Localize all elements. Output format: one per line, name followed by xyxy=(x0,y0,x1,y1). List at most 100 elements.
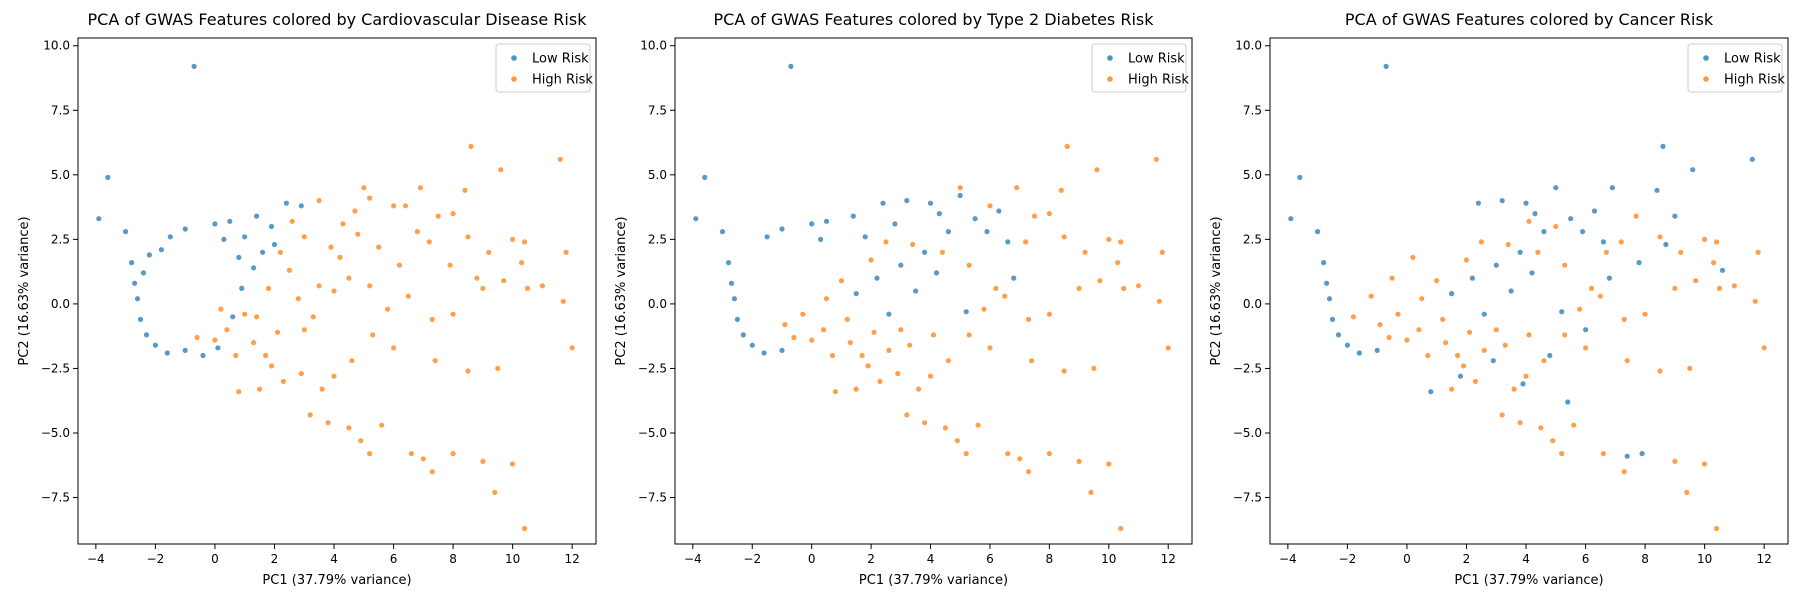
x-tick-label: 12 xyxy=(565,552,580,566)
data-point xyxy=(277,249,283,255)
legend: Low Risk High Risk xyxy=(495,43,593,93)
data-point xyxy=(1523,373,1529,379)
data-point xyxy=(1636,260,1642,266)
data-point xyxy=(1404,337,1410,343)
chart-title: PCA of GWAS Features colored by Cardiova… xyxy=(88,10,588,29)
data-point xyxy=(1466,329,1473,335)
data-point xyxy=(1600,239,1606,245)
data-point xyxy=(265,285,272,291)
data-point xyxy=(1416,327,1422,333)
data-point xyxy=(1419,296,1425,302)
data-point xyxy=(218,306,224,312)
data-point xyxy=(1121,285,1127,291)
data-point xyxy=(391,345,397,351)
data-point xyxy=(844,316,850,322)
y-tick-label: 5.0 xyxy=(51,168,70,182)
data-point xyxy=(895,371,901,377)
data-point xyxy=(1603,249,1609,255)
data-point xyxy=(1449,386,1455,392)
x-tick-label: 2 xyxy=(867,552,875,566)
data-point xyxy=(1583,345,1589,351)
data-point xyxy=(1526,332,1532,338)
legend-label: Low Risk xyxy=(532,52,589,67)
data-point xyxy=(874,275,880,281)
data-point xyxy=(1481,347,1487,353)
data-point xyxy=(140,270,147,276)
data-point xyxy=(1731,283,1737,289)
data-point xyxy=(1749,156,1755,162)
data-point xyxy=(791,334,797,341)
data-point xyxy=(286,267,292,273)
data-point xyxy=(1389,275,1395,281)
legend: Low Risk High Risk xyxy=(1687,43,1785,93)
x-axis-label: PC1 (37.79% variance) xyxy=(859,573,1008,588)
data-point xyxy=(519,260,525,266)
data-point xyxy=(1005,239,1011,245)
legend-marker xyxy=(1107,55,1113,61)
data-point xyxy=(465,234,471,240)
data-point xyxy=(134,296,141,302)
data-point xyxy=(829,352,836,359)
data-point xyxy=(522,525,528,532)
data-point xyxy=(337,254,343,260)
data-point xyxy=(1046,211,1052,217)
data-point xyxy=(847,340,853,346)
data-point xyxy=(385,306,391,312)
data-point xyxy=(859,352,865,359)
data-point xyxy=(954,438,960,444)
data-point xyxy=(922,420,928,426)
data-point xyxy=(1443,340,1449,346)
data-point xyxy=(1532,211,1538,217)
data-point xyxy=(1002,293,1008,299)
x-axis-label: PC1 (37.79% variance) xyxy=(1454,573,1603,588)
x-tick-label: 12 xyxy=(1161,552,1176,566)
data-point xyxy=(904,198,910,204)
data-point xyxy=(1511,386,1517,392)
data-point xyxy=(1011,275,1017,281)
x-tick-label: 10 xyxy=(1101,552,1116,566)
data-point xyxy=(1571,422,1577,428)
data-point xyxy=(963,451,969,457)
x-tick-label: 10 xyxy=(505,552,520,566)
data-point xyxy=(1591,208,1598,214)
plot-frame xyxy=(674,37,1193,545)
data-point xyxy=(823,218,830,224)
data-point xyxy=(1499,198,1505,204)
data-point xyxy=(331,373,337,379)
data-point xyxy=(123,229,129,235)
data-point xyxy=(260,249,266,255)
data-point xyxy=(212,337,218,343)
y-tick-label: 0.0 xyxy=(51,297,70,311)
x-axis-label: PC1 (37.79% variance) xyxy=(262,573,411,588)
y-tick-label: −2.5 xyxy=(41,361,70,375)
y-tick-label: 0.0 xyxy=(648,297,667,311)
data-point xyxy=(280,378,286,384)
data-point xyxy=(1633,213,1639,219)
data-point xyxy=(1156,298,1162,304)
data-point xyxy=(358,438,364,444)
data-point xyxy=(563,249,569,255)
data-point xyxy=(702,174,708,180)
data-point xyxy=(734,316,741,322)
data-point xyxy=(236,389,242,395)
data-point xyxy=(913,288,919,294)
y-tick-label: 0.0 xyxy=(1243,297,1262,311)
data-point xyxy=(1031,213,1038,219)
data-point xyxy=(1657,368,1663,374)
y-tick-label: −2.5 xyxy=(1233,361,1262,375)
data-point xyxy=(1094,167,1100,173)
data-point xyxy=(693,216,699,222)
data-point xyxy=(972,216,978,222)
x-tick-label: 8 xyxy=(449,552,457,566)
data-point xyxy=(1061,234,1067,240)
legend-label: Low Risk xyxy=(1724,52,1781,67)
data-point xyxy=(850,213,856,219)
data-point xyxy=(939,249,946,255)
y-axis-label: PC2 (16.63% variance) xyxy=(614,216,629,365)
data-point xyxy=(429,316,435,322)
data-point xyxy=(167,234,173,240)
x-tick-label: 2 xyxy=(271,552,279,566)
data-point xyxy=(1463,257,1470,263)
data-point xyxy=(1624,358,1630,364)
